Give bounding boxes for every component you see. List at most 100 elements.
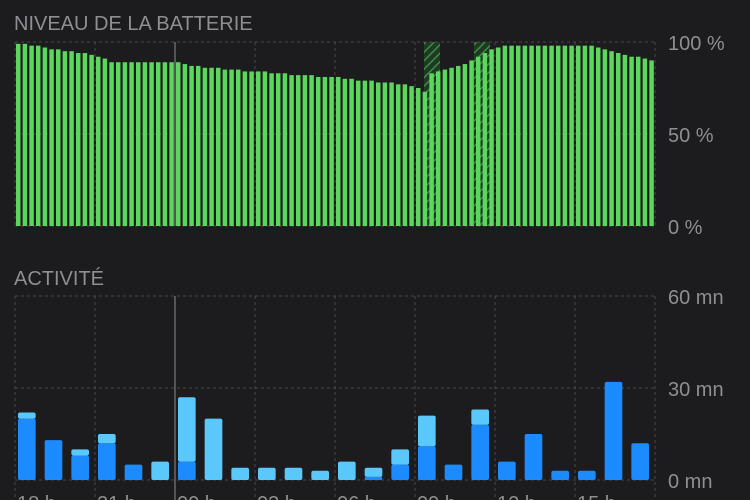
battery-bar bbox=[149, 62, 154, 226]
battery-bar bbox=[609, 51, 614, 227]
x-tick-label: 12 h bbox=[497, 493, 536, 500]
y-tick-label: 30 mn bbox=[668, 379, 724, 401]
battery-bar bbox=[389, 82, 394, 226]
battery-bar bbox=[556, 45, 561, 227]
battery-bar bbox=[602, 49, 608, 226]
x-tick-label: 03 h bbox=[257, 493, 296, 500]
battery-bar bbox=[349, 78, 354, 226]
battery-bar bbox=[402, 84, 408, 226]
battery-bar bbox=[522, 45, 528, 227]
battery-bar bbox=[56, 49, 61, 226]
battery-bar bbox=[309, 75, 314, 227]
battery-bar bbox=[562, 45, 568, 227]
battery-bar bbox=[369, 80, 374, 226]
activity-bar bbox=[418, 446, 436, 480]
battery-bar bbox=[102, 58, 108, 227]
x-tick-label: 09 h bbox=[417, 493, 456, 500]
battery-bar bbox=[62, 51, 68, 227]
y-tick-label: 0 % bbox=[668, 217, 703, 239]
battery-bar bbox=[249, 71, 254, 226]
battery-bar bbox=[156, 62, 161, 226]
x-tick-label: 15 h bbox=[577, 493, 616, 500]
x-tick-label: 06 h bbox=[337, 493, 376, 500]
battery-bar bbox=[542, 45, 548, 227]
battery-bar bbox=[256, 71, 261, 226]
activity-bar bbox=[471, 424, 489, 480]
battery-bar bbox=[182, 64, 188, 226]
battery-bar bbox=[242, 71, 248, 226]
battery-bar bbox=[536, 45, 541, 227]
battery-bar bbox=[276, 73, 281, 226]
battery-bar bbox=[509, 45, 514, 227]
activity-bar bbox=[178, 461, 196, 480]
battery-bar bbox=[36, 45, 41, 227]
activity-bar bbox=[44, 440, 63, 480]
battery-bar bbox=[516, 45, 521, 227]
battery-bar bbox=[529, 45, 534, 227]
activity-bar bbox=[604, 381, 623, 480]
battery-bar bbox=[89, 54, 94, 226]
battery-bar bbox=[109, 62, 114, 226]
activity-bar bbox=[391, 464, 409, 480]
battery-bar bbox=[22, 43, 28, 227]
battery-bar bbox=[342, 78, 348, 226]
battery-bar bbox=[469, 60, 474, 227]
battery-bar bbox=[549, 45, 554, 227]
battery-bar bbox=[296, 75, 301, 227]
activity-bar bbox=[364, 467, 383, 477]
battery-bar bbox=[69, 51, 74, 227]
battery-bar bbox=[209, 67, 214, 226]
battery-bar bbox=[576, 45, 581, 227]
battery-bar bbox=[336, 76, 341, 227]
activity-bar bbox=[71, 455, 89, 480]
battery-bar bbox=[456, 65, 461, 226]
battery-bar bbox=[116, 62, 121, 226]
battery-bar bbox=[42, 47, 48, 226]
battery-bar bbox=[382, 82, 388, 226]
battery-bar bbox=[176, 62, 181, 226]
battery-bar bbox=[616, 53, 621, 226]
activity-bar bbox=[98, 443, 116, 480]
battery-bar bbox=[196, 65, 201, 226]
battery-bar bbox=[162, 62, 168, 226]
battery-bar bbox=[189, 65, 194, 226]
battery-bar bbox=[82, 53, 88, 226]
battery-bar bbox=[322, 76, 328, 227]
y-tick-label: 60 mn bbox=[668, 287, 724, 309]
activity-bar bbox=[18, 412, 36, 419]
battery-bar bbox=[629, 56, 634, 226]
battery-bar bbox=[169, 62, 174, 226]
x-tick-label: 21 h bbox=[97, 493, 136, 500]
battery-bar bbox=[589, 45, 594, 227]
activity-bar bbox=[364, 476, 383, 480]
activity-bar bbox=[124, 464, 143, 480]
battery-bar bbox=[202, 67, 208, 226]
battery-bar bbox=[422, 91, 428, 227]
battery-bar bbox=[269, 73, 274, 226]
activity-bar bbox=[284, 467, 303, 480]
battery-bar bbox=[482, 53, 488, 226]
battery-bar bbox=[222, 69, 228, 226]
battery-bar bbox=[436, 71, 441, 226]
activity-bar bbox=[551, 470, 569, 480]
battery-bar bbox=[289, 75, 294, 227]
battery-bar bbox=[416, 88, 421, 226]
battery-title: NIVEAU DE LA BATTERIE bbox=[14, 13, 253, 35]
activity-bar bbox=[578, 470, 596, 480]
battery-bar bbox=[649, 60, 654, 227]
x-tick-label: 00 h bbox=[177, 493, 216, 500]
x-tick-label: 18 h bbox=[17, 493, 56, 500]
battery-bar bbox=[216, 67, 221, 226]
battery-bar bbox=[122, 62, 128, 226]
battery-bar bbox=[476, 56, 481, 226]
activity-bar bbox=[418, 415, 436, 447]
y-tick-label: 100 % bbox=[668, 33, 725, 55]
battery-bar bbox=[636, 56, 641, 226]
activity-bar bbox=[178, 397, 196, 462]
battery-bar bbox=[489, 49, 494, 226]
activity-bar bbox=[498, 461, 516, 480]
battery-bar bbox=[642, 58, 648, 227]
battery-bar bbox=[582, 45, 588, 227]
